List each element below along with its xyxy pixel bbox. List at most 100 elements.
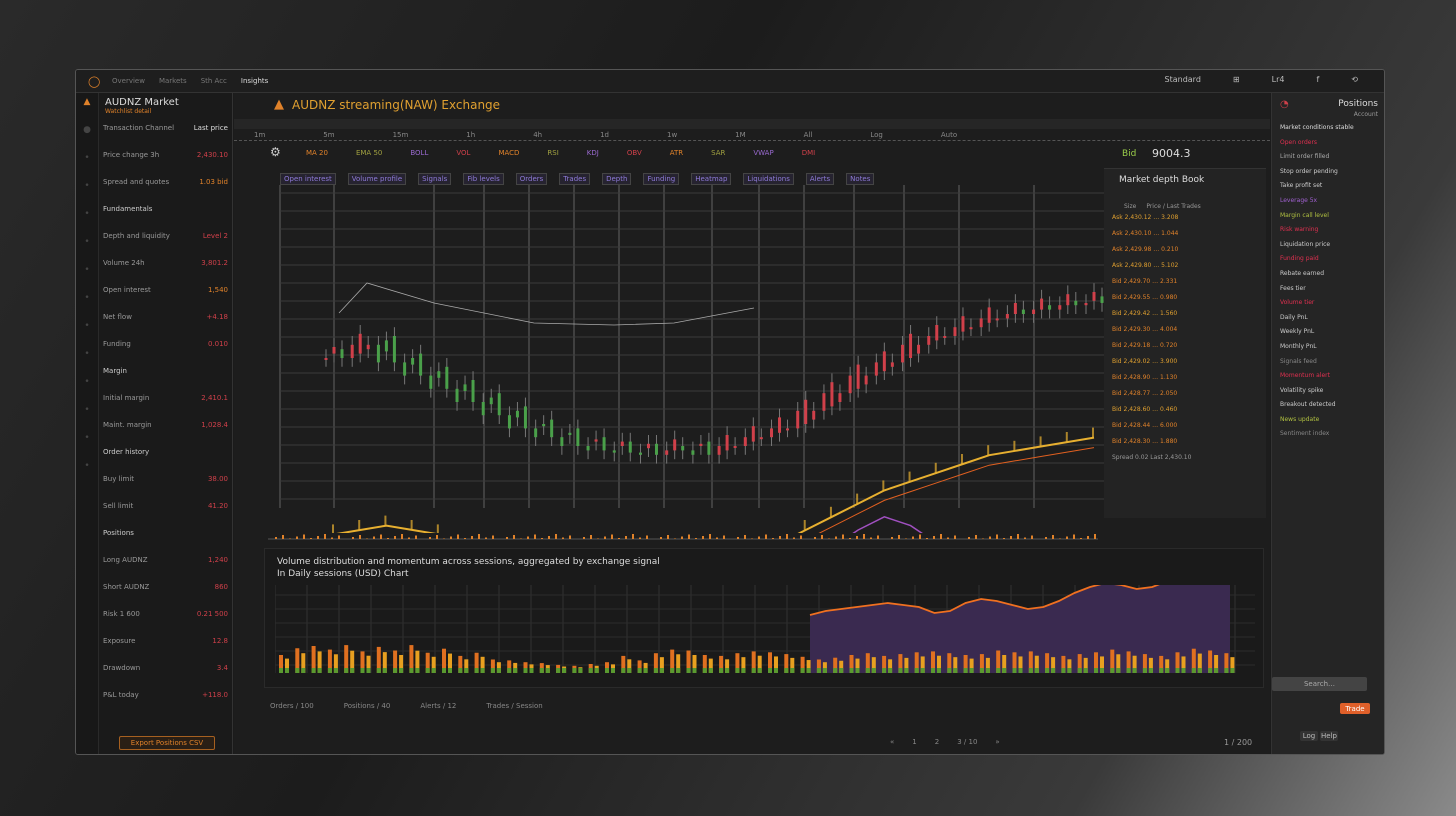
list-item[interactable]: Drawdown 3.4: [99, 661, 232, 675]
chart-column-chip[interactable]: Fib levels: [463, 173, 504, 185]
list-item[interactable]: Order history: [99, 445, 232, 459]
dot-icon[interactable]: •: [84, 433, 90, 443]
book-row[interactable]: Bid 2,428.44 … 6.000: [1112, 422, 1178, 429]
list-item[interactable]: Funding 0.010: [99, 337, 232, 351]
warning-icon[interactable]: ▲: [83, 97, 91, 107]
list-item[interactable]: Open interest 1,540: [99, 283, 232, 297]
checklist-item[interactable]: Sentiment index: [1280, 430, 1330, 438]
help-button[interactable]: Help: [1320, 731, 1338, 741]
checklist-item[interactable]: Liquidation price: [1280, 240, 1331, 248]
export-button[interactable]: Export Positions CSV: [119, 736, 215, 750]
chart-column-chip[interactable]: Signals: [418, 173, 452, 185]
footer-tab[interactable]: Orders / 100: [270, 702, 314, 710]
indicator-button[interactable]: RSI: [547, 149, 559, 157]
pager-button[interactable]: 1: [912, 738, 917, 746]
dot-icon[interactable]: •: [84, 321, 90, 331]
trade-button[interactable]: Trade: [1340, 703, 1370, 714]
volume-area-chart[interactable]: [275, 585, 1255, 685]
list-item[interactable]: Positions: [99, 526, 232, 540]
timeframe-tab[interactable]: Auto: [940, 131, 958, 139]
list-item[interactable]: Initial margin 2,410.1: [99, 391, 232, 405]
dot-icon[interactable]: •: [84, 293, 90, 303]
list-item[interactable]: Buy limit 38.00: [99, 472, 232, 486]
timeframe-tab[interactable]: 1M: [735, 131, 746, 139]
pager-button[interactable]: 2: [934, 738, 940, 746]
book-row[interactable]: Bid 2,428.77 … 2.050: [1112, 390, 1178, 397]
book-row[interactable]: Bid 2,428.30 … 1.880: [1112, 438, 1178, 445]
list-item[interactable]: Net flow +4.18: [99, 310, 232, 324]
dot-icon[interactable]: •: [84, 153, 90, 163]
list-item[interactable]: Depth and liquidity Level 2: [99, 229, 232, 243]
list-item[interactable]: Volume 24h 3,801.2: [99, 256, 232, 270]
dot-icon[interactable]: •: [84, 377, 90, 387]
topbar-control[interactable]: Lr4: [1271, 75, 1285, 84]
checklist-item[interactable]: Volatility spike: [1280, 386, 1324, 394]
checklist-item[interactable]: Daily PnL: [1280, 313, 1308, 321]
book-row[interactable]: Bid 2,429.30 … 4.004: [1112, 326, 1178, 333]
book-row[interactable]: Bid 2,428.60 … 0.460: [1112, 406, 1178, 413]
list-item[interactable]: Fundamentals: [99, 202, 232, 216]
list-item[interactable]: Sell limit 41.20: [99, 499, 232, 513]
chart-column-chip[interactable]: Orders: [515, 173, 548, 185]
dot-icon[interactable]: •: [84, 237, 90, 247]
indicator-button[interactable]: BOLL: [410, 149, 429, 157]
timeframe-tab[interactable]: 1m: [254, 131, 266, 139]
chart-column-chip[interactable]: Open interest: [280, 173, 336, 185]
dot-icon[interactable]: •: [84, 265, 90, 275]
checklist-item[interactable]: Market conditions stable: [1280, 124, 1354, 131]
book-row[interactable]: Bid 2,428.90 … 1.130: [1112, 374, 1178, 381]
dot-icon[interactable]: •: [84, 349, 90, 359]
indicator-button[interactable]: ATR: [669, 149, 684, 157]
dot-icon[interactable]: •: [84, 461, 90, 471]
dot-icon[interactable]: •: [84, 405, 90, 415]
price-chart[interactable]: [234, 173, 1104, 533]
dot-icon[interactable]: •: [84, 209, 90, 219]
checklist-item[interactable]: Margin call level: [1280, 211, 1329, 219]
list-item[interactable]: Margin: [99, 364, 232, 378]
footer-tab[interactable]: Trades / Session: [486, 702, 543, 710]
menu-item[interactable]: Sth Acc: [200, 77, 227, 85]
menu-item[interactable]: Overview: [112, 77, 145, 85]
log-button[interactable]: Log: [1300, 731, 1318, 741]
chart-column-chip[interactable]: Liquidations: [743, 173, 794, 185]
checklist-item[interactable]: Weekly PnL: [1280, 328, 1315, 336]
settings-icon[interactable]: ⚙: [270, 145, 281, 159]
timeframe-tab[interactable]: Log: [870, 131, 883, 139]
indicator-button[interactable]: VWAP: [753, 149, 774, 157]
topbar-control[interactable]: Standard: [1164, 75, 1201, 84]
indicator-button[interactable]: DMI: [801, 149, 816, 157]
pager-button[interactable]: «: [890, 738, 895, 746]
list-item[interactable]: Long AUDNZ 1,240: [99, 553, 232, 567]
timeframe-tab[interactable]: All: [803, 131, 813, 139]
indicator-button[interactable]: MACD: [498, 149, 520, 157]
topbar-control[interactable]: f: [1316, 75, 1320, 84]
topbar-control[interactable]: ⟲: [1351, 75, 1358, 84]
chart-column-chip[interactable]: Heatmap: [691, 173, 732, 185]
list-item[interactable]: Risk 1 600 0.21 500: [99, 607, 232, 621]
checklist-item[interactable]: Rebate earned: [1280, 269, 1325, 277]
topbar-control[interactable]: ⊞: [1232, 75, 1240, 84]
footer-tab[interactable]: Positions / 40: [343, 702, 391, 710]
book-row[interactable]: Bid 2,429.55 … 0.980: [1112, 294, 1178, 301]
book-row[interactable]: Bid 2,429.70 … 2.331: [1112, 278, 1178, 285]
chart-column-chip[interactable]: Trades: [559, 173, 591, 185]
book-row[interactable]: Ask 2,430.10 … 1.044: [1112, 230, 1179, 237]
list-item[interactable]: P&L today +118.0: [99, 688, 232, 702]
timeframe-tab[interactable]: 1d: [600, 131, 609, 139]
checklist-item[interactable]: Stop order pending: [1280, 167, 1338, 175]
list-item[interactable]: Short AUDNZ 860: [99, 580, 232, 594]
checklist-item[interactable]: Leverage 5x: [1280, 196, 1318, 204]
circle-icon[interactable]: ●: [83, 125, 91, 135]
timeframe-tab[interactable]: 15m: [392, 131, 409, 139]
list-item[interactable]: Spread and quotes 1.03 bid: [99, 175, 232, 189]
search-input[interactable]: Search…: [1272, 677, 1367, 691]
book-row[interactable]: Ask 2,430.12 … 3.208: [1112, 214, 1179, 221]
checklist-item[interactable]: Monthly PnL: [1280, 342, 1317, 350]
checklist-item[interactable]: Risk warning: [1280, 226, 1319, 234]
list-item[interactable]: Exposure 12.8: [99, 634, 232, 648]
indicator-button[interactable]: SAR: [711, 149, 726, 157]
book-row[interactable]: Bid 2,429.18 … 0.720: [1112, 342, 1178, 349]
checklist-item[interactable]: Breakout detected: [1280, 401, 1336, 409]
list-item[interactable]: Transaction Channel Last price: [99, 121, 232, 135]
footer-tab[interactable]: Alerts / 12: [420, 702, 457, 710]
